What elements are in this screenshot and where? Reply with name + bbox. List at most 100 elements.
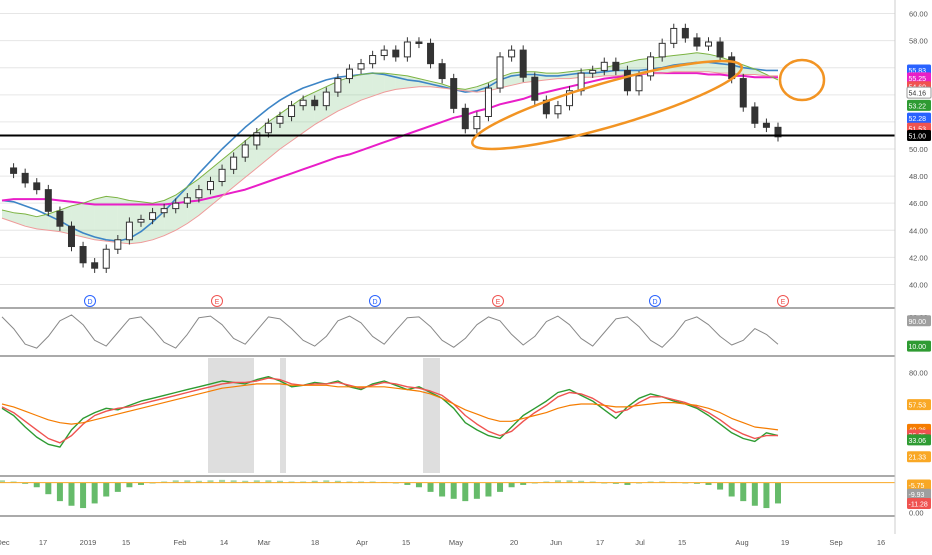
histogram-price-tag-label-2: -11.28 xyxy=(909,501,928,508)
histogram-bars xyxy=(0,479,895,509)
time-axis[interactable]: Dec 17 2019 15 Feb 14 Mar 18 Apr 15 May 20 Jun 17 Jul 1… xyxy=(0,538,885,547)
price-price-tag-7 xyxy=(907,129,931,141)
price-price-tag-label-5: 52.28 xyxy=(909,116,927,123)
earnings-marker-label-2: E xyxy=(781,299,786,306)
time-label-5[interactable]: 14 xyxy=(220,538,228,547)
candle-body-41 xyxy=(473,115,481,130)
earnings-marker-label-1: E xyxy=(496,299,501,306)
price-price-tag-4 xyxy=(907,99,931,111)
oscillator-2-price-tag-label-3: 33.06 xyxy=(909,438,927,445)
shaded-regions xyxy=(208,358,440,473)
price-tags: 55.8355.2554.6054.1653.2252.2851.5351.00… xyxy=(906,64,932,509)
histogram-bar-47 xyxy=(543,481,550,483)
time-label-14[interactable]: Jul xyxy=(635,538,645,547)
cloud-segment-30 xyxy=(349,74,362,106)
histogram-bar-41 xyxy=(473,482,480,499)
time-label-16[interactable]: Aug xyxy=(735,538,748,547)
cloud-segment-35 xyxy=(407,75,419,89)
candle-body-45 xyxy=(519,49,527,78)
price-price-tag-5 xyxy=(907,112,931,124)
histogram-bar-20 xyxy=(230,480,237,483)
candle-body-36 xyxy=(415,41,423,44)
candle-body-53 xyxy=(612,61,620,71)
candle-body-39 xyxy=(450,78,458,109)
time-label-2[interactable]: 2019 xyxy=(80,538,97,547)
histogram-bar-19 xyxy=(219,479,226,483)
histogram-bar-25 xyxy=(288,481,295,483)
oscillator-2-price-tag-0 xyxy=(907,399,931,411)
cloud-segment-17 xyxy=(198,169,211,216)
time-label-15[interactable]: 15 xyxy=(678,538,686,547)
candle-body-64 xyxy=(739,78,747,108)
dividend-marker-1[interactable] xyxy=(369,295,381,307)
histogram-bar-7 xyxy=(80,482,87,509)
earnings-marker-label-0: E xyxy=(215,299,220,306)
earnings-marker-0[interactable] xyxy=(211,295,223,307)
pane-dividers[interactable] xyxy=(0,0,896,534)
histogram-bar-30 xyxy=(346,481,353,483)
time-label-0[interactable]: Dec xyxy=(0,538,10,547)
candle-body-27 xyxy=(311,99,319,107)
price-price-tag-label-6: 51.53 xyxy=(909,126,927,133)
oscillator-2-ma_long-line xyxy=(1,383,779,431)
earnings-marker-2[interactable] xyxy=(777,295,789,307)
candle-body-35 xyxy=(403,41,411,58)
candle-body-54 xyxy=(623,69,631,92)
price-tick-6: 48.00 xyxy=(909,172,928,181)
time-label-7[interactable]: 18 xyxy=(311,538,319,547)
histogram-price-tag-0 xyxy=(907,479,931,491)
histogram-bar-11 xyxy=(126,482,133,488)
histogram-bar-23 xyxy=(265,480,272,483)
annotation-ellipse-small xyxy=(778,58,826,102)
histogram-bar-64 xyxy=(740,482,747,502)
time-label-12[interactable]: Jun xyxy=(550,538,562,547)
candle-body-9 xyxy=(102,248,110,269)
dividend-marker-2[interactable] xyxy=(649,295,661,307)
earnings-marker-1[interactable] xyxy=(492,295,504,307)
candle-body-16 xyxy=(183,197,191,204)
histogram-price-tag-label-1: -9.93 xyxy=(909,492,925,499)
time-label-10[interactable]: May xyxy=(449,538,463,547)
histogram-bar-1 xyxy=(10,481,17,483)
price-tick-0: 60.00 xyxy=(909,10,928,19)
shaded-region-1 xyxy=(280,358,286,473)
histogram-bar-6 xyxy=(68,482,75,506)
candle-body-7 xyxy=(79,246,87,264)
candle-body-3 xyxy=(33,182,41,191)
time-label-17[interactable]: 19 xyxy=(781,538,789,547)
time-label-6[interactable]: Mar xyxy=(258,538,271,547)
histogram-bar-14 xyxy=(161,481,168,483)
histogram-bar-45 xyxy=(520,482,527,485)
histogram-bar-9 xyxy=(103,482,110,497)
dividend-marker-label-0: D xyxy=(87,299,92,306)
candle-body-12 xyxy=(137,218,145,223)
time-label-11[interactable]: 20 xyxy=(510,538,518,547)
oscillator-2-price-tag-4 xyxy=(907,451,931,463)
dividend-marker-0[interactable] xyxy=(84,295,96,307)
candle-body-5 xyxy=(56,210,64,227)
candle-body-67 xyxy=(774,126,782,138)
candle-body-56 xyxy=(647,56,655,77)
event-markers[interactable]: D D DE E E xyxy=(84,295,789,307)
histogram-bar-61 xyxy=(705,482,712,485)
candle-body-37 xyxy=(427,42,435,65)
time-label-18[interactable]: Sep xyxy=(829,538,842,547)
time-label-13[interactable]: 17 xyxy=(596,538,604,547)
grid-lines xyxy=(0,13,895,285)
time-label-19[interactable]: 16 xyxy=(877,538,885,547)
time-label-8[interactable]: Apr xyxy=(356,538,368,547)
candle-body-33 xyxy=(380,49,388,57)
oscillator-1-price-tag-0 xyxy=(907,315,931,327)
oscillator-2-price-tag-label-0: 57.53 xyxy=(909,403,927,410)
time-label-9[interactable]: 15 xyxy=(402,538,410,547)
oscillator-2-price-tag-label-4: 21.33 xyxy=(909,455,927,462)
time-label-1[interactable]: 17 xyxy=(39,538,47,547)
histogram-bar-51 xyxy=(589,481,596,483)
cloud-segment-3 xyxy=(36,214,49,231)
time-label-3[interactable]: 15 xyxy=(122,538,130,547)
candle-body-42 xyxy=(484,87,492,117)
cloud-segment-2 xyxy=(25,214,37,229)
histogram-bar-15 xyxy=(172,480,179,483)
time-label-4[interactable]: Feb xyxy=(174,538,187,547)
